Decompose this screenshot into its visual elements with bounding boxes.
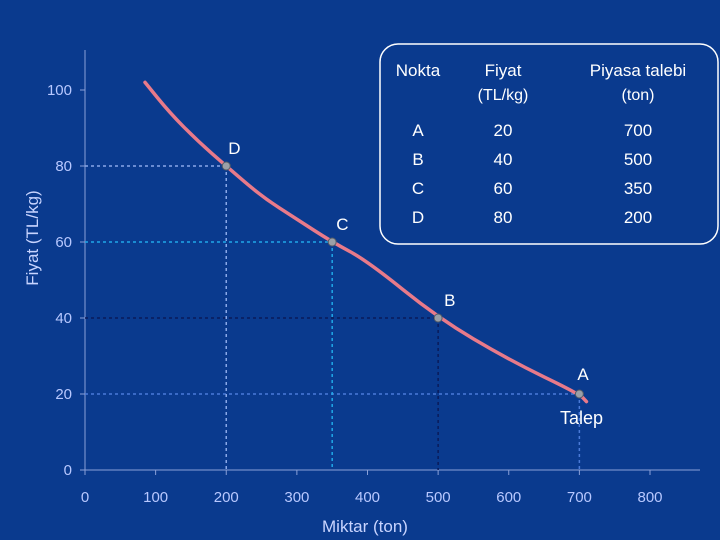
- point-c: [327, 237, 337, 247]
- table-cell: C: [412, 179, 424, 198]
- demand-curve-label: Talep: [560, 408, 603, 428]
- x-tick-label: 300: [284, 489, 309, 506]
- table-cell: D: [412, 208, 424, 227]
- price-demand-table: Nokta Fiyat (TL/kg) Piyasa talebi (ton) A 20 70…: [396, 61, 686, 227]
- table-header: Piyasa talebi: [590, 61, 686, 80]
- y-tick-label: 0: [64, 462, 72, 479]
- x-axis-title: Miktar (ton): [322, 517, 408, 536]
- table-cell: 200: [624, 208, 652, 227]
- point-d: [221, 161, 231, 171]
- x-tick-label: 700: [567, 489, 592, 506]
- x-tick-label: 200: [214, 489, 239, 506]
- y-tick-label: 100: [47, 82, 72, 99]
- y-axis-title: Fiyat (TL/kg): [23, 190, 42, 285]
- x-tick-label: 100: [143, 489, 168, 506]
- point-label-b: B: [444, 291, 455, 310]
- table-header-unit: (ton): [622, 87, 655, 104]
- point-label-d: D: [228, 139, 240, 158]
- table-header: Nokta: [396, 61, 441, 80]
- table-header-unit: (TL/kg): [478, 87, 529, 104]
- table-box: [379, 43, 719, 245]
- x-tick-label: 400: [355, 489, 380, 506]
- table-cell: 700: [624, 121, 652, 140]
- y-tick-label: 60: [55, 234, 72, 251]
- table-cell: A: [412, 121, 424, 140]
- tick-labels: 0 100 200 300 400 500 600 700 800 0 20 40 60 80 100: [47, 82, 663, 506]
- table-cell: 40: [494, 150, 513, 169]
- x-tick-label: 600: [496, 489, 521, 506]
- y-tick-label: 40: [55, 310, 72, 327]
- x-tick-label: 500: [426, 489, 451, 506]
- series-layer: [143, 80, 589, 404]
- point-label-c: C: [336, 215, 348, 234]
- y-tick-label: 80: [55, 158, 72, 175]
- table-cell: 80: [494, 208, 513, 227]
- table-header: Fiyat: [485, 61, 522, 80]
- x-tick-label: 0: [81, 489, 89, 506]
- x-tick-label: 800: [637, 489, 662, 506]
- axes: [84, 50, 700, 471]
- guide-lines: [85, 165, 581, 470]
- demand-curve: [143, 80, 589, 404]
- table-cell: 350: [624, 179, 652, 198]
- point-b: [433, 313, 443, 323]
- table-cell: 20: [494, 121, 513, 140]
- point-a: [574, 389, 584, 399]
- table-cell: 500: [624, 150, 652, 169]
- table-cell: B: [412, 150, 423, 169]
- table-cell: 60: [494, 179, 513, 198]
- y-tick-label: 20: [55, 386, 72, 403]
- point-label-a: A: [577, 365, 589, 384]
